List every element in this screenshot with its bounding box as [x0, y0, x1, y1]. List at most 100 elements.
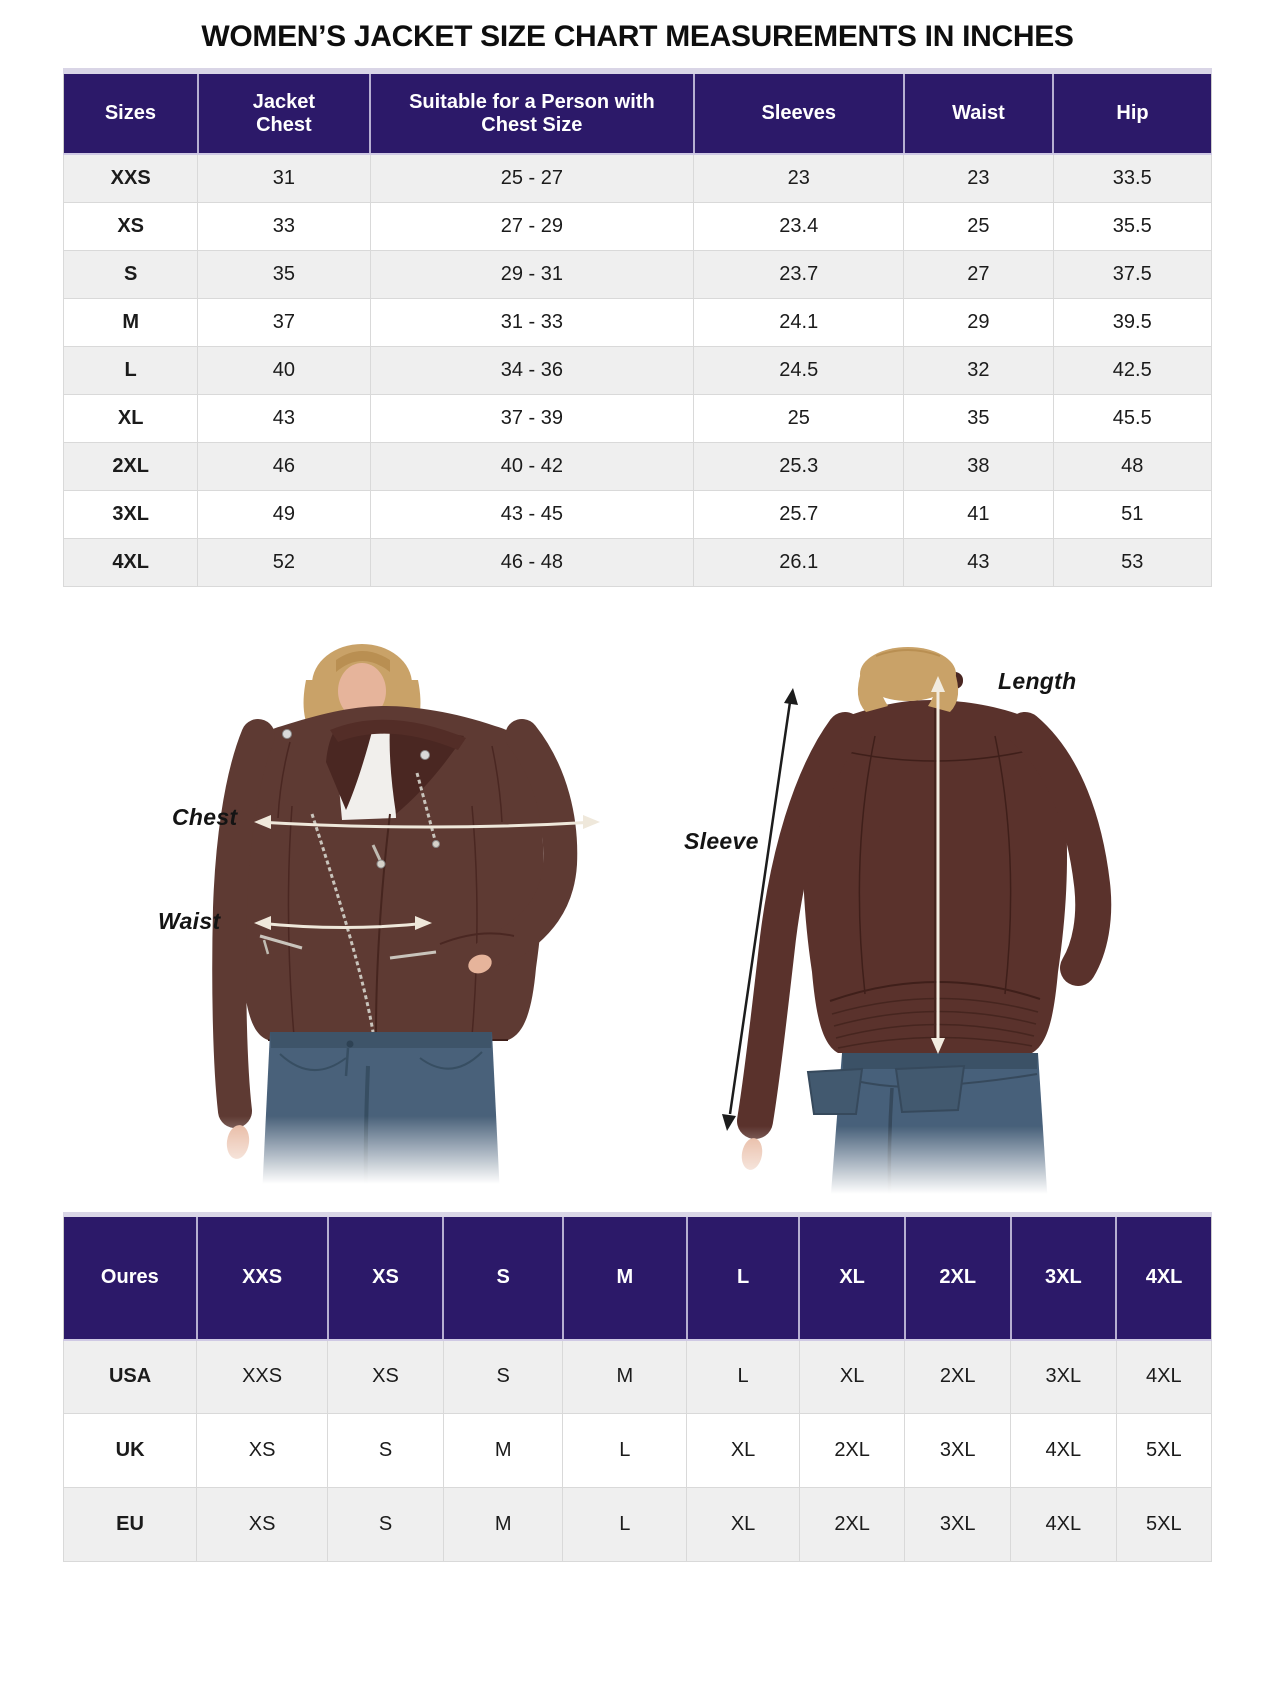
conversion-column-header: Oures [63, 1214, 198, 1341]
waist-arrow [254, 916, 432, 930]
size-row: XXS 31 25 - 27 23 23 33.5 [62, 153, 1213, 203]
conversion-table: Oures XXS XS S M L XL 2XL 3XL 4XL USA XXS XS S M L XL 2X… [62, 1212, 1213, 1562]
size-value: 39.5 [1052, 297, 1213, 347]
size-value: 29 [903, 297, 1054, 347]
conversion-column-header: XL [799, 1214, 906, 1341]
region-value: 4XL [1115, 1339, 1213, 1414]
jacket-front-illustration [140, 644, 630, 1197]
length-measure-label: Length [998, 668, 1077, 694]
size-value: 53 [1052, 537, 1213, 587]
conversion-header: Oures XXS XS S M L XL 2XL 3XL 4XL [63, 1214, 1212, 1341]
size-chart-column-header: Waist [903, 71, 1055, 155]
size-chart-header-row: Sizes Jacket Chest Suitable for a Person w… [63, 71, 1212, 155]
front-jacket-body [233, 706, 544, 1041]
jacket-back-photo [680, 596, 1160, 1207]
conversion-column-header: 4XL [1116, 1214, 1212, 1341]
region-value: L [562, 1413, 688, 1488]
region-value: XXS [196, 1339, 329, 1414]
region-label: EU [62, 1487, 198, 1562]
size-chart-table: Sizes Jacket Chest Suitable for a Person w… [62, 68, 1213, 587]
size-label: 4XL [62, 537, 199, 587]
size-row: 4XL 52 46 - 48 26.1 43 53 [62, 537, 1213, 587]
size-value: 40 - 42 [369, 441, 695, 491]
region-value: 5XL [1115, 1413, 1213, 1488]
size-value: 42.5 [1052, 345, 1213, 395]
size-value: 23.7 [693, 249, 905, 299]
size-value: 25 - 27 [369, 153, 695, 203]
back-photo-fade [680, 1126, 1160, 1206]
size-chart-header: Sizes Jacket Chest Suitable for a Person w… [63, 71, 1212, 155]
conversion-column-header: XS [327, 1214, 445, 1341]
size-value: 25 [903, 201, 1054, 251]
region-value: M [442, 1487, 564, 1562]
region-value: XS [327, 1339, 444, 1414]
conversion-column-header: 2XL [904, 1214, 1012, 1341]
size-value: 48 [1052, 441, 1213, 491]
measurement-figures: Chest Waist Sleeve Length [0, 590, 1275, 1217]
size-row: 2XL 46 40 - 42 25.3 38 48 [62, 441, 1213, 491]
region-value: 3XL [904, 1487, 1012, 1562]
size-row: S 35 29 - 31 23.7 27 37.5 [62, 249, 1213, 299]
chest-arrow [254, 815, 600, 829]
region-value: S [327, 1487, 444, 1562]
size-value: 23 [693, 153, 905, 203]
jacket-front-photo [140, 596, 630, 1197]
size-row: L 40 34 - 36 24.5 32 42.5 [62, 345, 1213, 395]
region-value: 3XL [904, 1413, 1012, 1488]
region-label: UK [62, 1413, 198, 1488]
size-value: 31 - 33 [369, 297, 695, 347]
size-value: 27 [903, 249, 1054, 299]
region-value: 2XL [798, 1487, 906, 1562]
size-label: 3XL [62, 489, 199, 539]
region-value: XL [798, 1339, 906, 1414]
chest-measure-label: Chest [172, 804, 238, 830]
size-label: M [62, 297, 199, 347]
size-label: 2XL [62, 441, 199, 491]
conversion-column-header: L [686, 1214, 801, 1341]
size-value: 33.5 [1052, 153, 1213, 203]
size-row: XS 33 27 - 29 23.4 25 35.5 [62, 201, 1213, 251]
sleeve-arrow [722, 688, 798, 1131]
region-value: S [327, 1413, 444, 1488]
region-value: M [442, 1413, 564, 1488]
size-chart-column-header: Sizes [63, 71, 199, 155]
size-value: 46 [197, 441, 371, 491]
size-value: 29 - 31 [369, 249, 695, 299]
length-arrow [931, 676, 945, 1054]
size-value: 32 [903, 345, 1054, 395]
size-value: 23.4 [693, 201, 905, 251]
region-value: 4XL [1010, 1487, 1117, 1562]
size-value: 24.5 [693, 345, 905, 395]
region-value: XS [196, 1487, 329, 1562]
size-chart-body: XXS 31 25 - 27 23 23 33.5 XS 33 27 - 29 23.4 25 35.… [62, 153, 1213, 587]
size-value: 37.5 [1052, 249, 1213, 299]
region-label: USA [62, 1339, 198, 1414]
size-value: 25 [693, 393, 905, 443]
region-row: EU XS S M L XL 2XL 3XL 4XL 5XL [62, 1487, 1213, 1562]
size-label: L [62, 345, 199, 395]
size-value: 49 [197, 489, 371, 539]
waist-measure-label: Waist [158, 908, 221, 934]
conversion-column-header: M [562, 1214, 688, 1341]
size-label: S [62, 249, 199, 299]
page-title: WOMEN’S JACKET SIZE CHART MEASUREMENTS I… [201, 20, 1074, 53]
size-value: 43 [903, 537, 1054, 587]
front-photo-fade [140, 1116, 630, 1196]
size-value: 33 [197, 201, 371, 251]
size-value: 40 [197, 345, 371, 395]
size-value: 51 [1052, 489, 1213, 539]
region-value: XL [686, 1413, 800, 1488]
size-chart-column-header: Jacket Chest [197, 71, 372, 155]
front-jacket-zippers [259, 729, 440, 1033]
size-value: 35.5 [1052, 201, 1213, 251]
size-label: XXS [62, 153, 199, 203]
size-chart-column-header: Sleeves [693, 71, 905, 155]
size-row: M 37 31 - 33 24.1 29 39.5 [62, 297, 1213, 347]
conversion-column-header: S [443, 1214, 564, 1341]
size-value: 38 [903, 441, 1054, 491]
region-value: 2XL [798, 1413, 906, 1488]
size-chart-column-header: Suitable for a Person with Chest Size [370, 71, 695, 155]
region-row: UK XS S M L XL 2XL 3XL 4XL 5XL [62, 1413, 1213, 1488]
region-value: XL [686, 1487, 800, 1562]
